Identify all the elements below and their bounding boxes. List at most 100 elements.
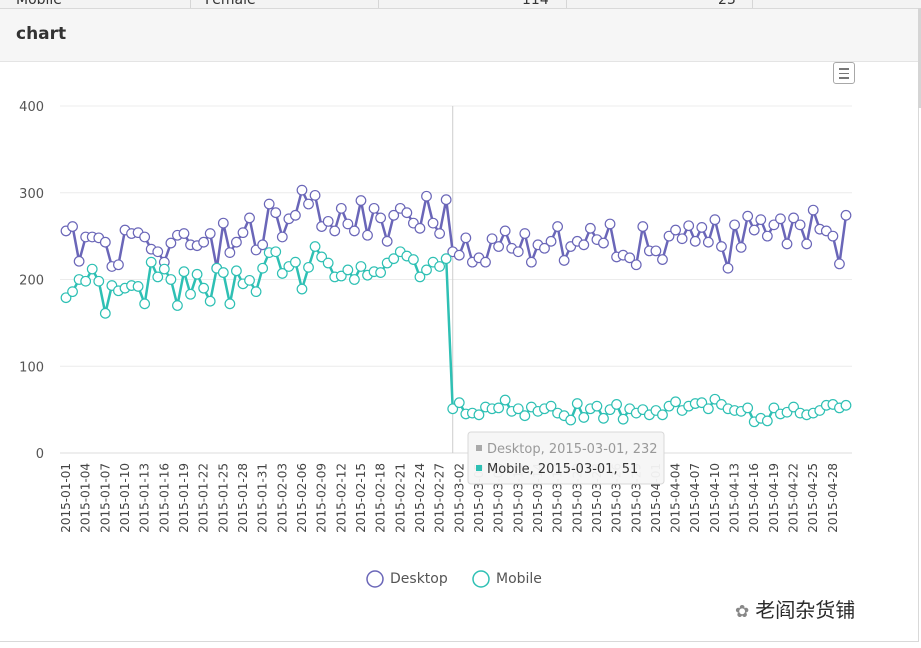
data-point bbox=[296, 283, 308, 295]
data-point bbox=[290, 209, 301, 221]
data-point bbox=[335, 202, 347, 214]
scrollbar[interactable] bbox=[918, 8, 921, 108]
data-point bbox=[493, 241, 505, 252]
data-point bbox=[139, 298, 151, 310]
data-point bbox=[276, 231, 288, 243]
x-tick-label: 2015-01-31 bbox=[256, 463, 270, 533]
data-point bbox=[263, 198, 275, 210]
data-point bbox=[231, 265, 242, 277]
data-point bbox=[198, 282, 210, 294]
data-point bbox=[702, 236, 714, 248]
x-tick-label: 2015-04-19 bbox=[767, 463, 781, 533]
data-point bbox=[578, 412, 590, 423]
data-point bbox=[172, 300, 183, 311]
data-point bbox=[414, 222, 426, 234]
data-point bbox=[788, 212, 799, 224]
data-point bbox=[204, 228, 216, 239]
watermark: ✿ 老阎杂货铺 bbox=[735, 594, 855, 623]
data-point bbox=[421, 264, 432, 276]
data-point bbox=[185, 288, 196, 300]
data-point bbox=[86, 263, 98, 275]
data-point bbox=[565, 414, 577, 426]
data-point bbox=[165, 237, 177, 249]
data-point bbox=[427, 217, 439, 229]
data-point bbox=[375, 212, 387, 224]
data-point bbox=[663, 230, 675, 242]
x-tick-label: 2015-01-13 bbox=[138, 463, 152, 533]
x-tick-label: 2015-04-04 bbox=[669, 463, 683, 533]
data-point bbox=[178, 266, 190, 278]
data-point bbox=[630, 259, 642, 271]
data-point bbox=[244, 212, 255, 224]
x-tick-label: 2015-01-07 bbox=[98, 463, 112, 533]
series-mobile bbox=[60, 241, 852, 428]
data-point bbox=[755, 214, 767, 226]
data-point bbox=[224, 298, 236, 310]
tooltip-row: Desktop, 2015-03-01, 232 bbox=[487, 442, 658, 457]
data-point bbox=[827, 230, 839, 242]
chart-menu-button[interactable] bbox=[833, 62, 855, 84]
x-tick-label: 2015-01-16 bbox=[157, 463, 171, 533]
data-point bbox=[735, 242, 747, 253]
data-point bbox=[217, 267, 229, 278]
x-tick-label: 2015-02-15 bbox=[354, 463, 368, 533]
data-point bbox=[834, 258, 845, 270]
data-point bbox=[303, 261, 314, 273]
data-point bbox=[578, 239, 590, 251]
table-cell-device: Mobile bbox=[16, 0, 62, 8]
data-point bbox=[93, 275, 105, 287]
data-point bbox=[624, 252, 636, 264]
data-point bbox=[244, 274, 255, 286]
legend-marker bbox=[366, 570, 384, 588]
data-point bbox=[342, 218, 354, 230]
data-point bbox=[781, 238, 793, 250]
data-point bbox=[761, 415, 773, 427]
data-point bbox=[73, 255, 85, 267]
x-tick-label: 2015-04-16 bbox=[747, 463, 761, 533]
data-point bbox=[217, 217, 229, 229]
data-point bbox=[204, 295, 216, 307]
data-point bbox=[840, 209, 852, 221]
y-tick-label: 0 bbox=[36, 447, 44, 462]
data-point bbox=[421, 190, 432, 202]
data-point bbox=[145, 256, 157, 268]
x-tick-label: 2015-01-22 bbox=[197, 463, 211, 533]
legend-label: Mobile bbox=[496, 571, 542, 587]
data-point bbox=[512, 246, 524, 258]
data-point bbox=[447, 403, 459, 415]
data-point bbox=[604, 218, 616, 230]
x-tick-label: 2015-02-27 bbox=[433, 463, 447, 533]
data-point bbox=[552, 221, 563, 232]
x-tick-label: 2015-01-19 bbox=[177, 463, 191, 533]
x-tick-label: 2015-04-07 bbox=[688, 463, 702, 533]
data-point bbox=[768, 402, 780, 414]
data-point bbox=[349, 274, 360, 285]
data-point bbox=[342, 264, 354, 276]
x-tick-label: 2015-02-06 bbox=[295, 463, 309, 533]
data-point bbox=[401, 207, 413, 219]
data-point bbox=[434, 261, 446, 272]
data-point bbox=[158, 263, 170, 275]
data-point bbox=[132, 281, 144, 292]
watermark-text: 老阎杂货铺 bbox=[755, 598, 856, 622]
x-tick-label: 2015-01-10 bbox=[118, 463, 132, 533]
data-point bbox=[99, 236, 111, 248]
data-point bbox=[650, 245, 662, 257]
data-point bbox=[598, 237, 609, 249]
data-point bbox=[545, 235, 557, 247]
data-point bbox=[584, 222, 596, 234]
data-point bbox=[598, 412, 609, 424]
data-point bbox=[473, 409, 485, 421]
data-point bbox=[683, 220, 695, 232]
data-point bbox=[440, 253, 452, 265]
data-point bbox=[303, 198, 314, 210]
data-point bbox=[775, 213, 786, 225]
data-point bbox=[375, 267, 387, 278]
panel-header: chart bbox=[0, 9, 918, 62]
data-point bbox=[309, 241, 321, 252]
data-point bbox=[453, 249, 465, 261]
data-point bbox=[807, 204, 819, 216]
data-point bbox=[67, 221, 78, 232]
data-point bbox=[788, 401, 799, 413]
data-point bbox=[198, 236, 210, 248]
